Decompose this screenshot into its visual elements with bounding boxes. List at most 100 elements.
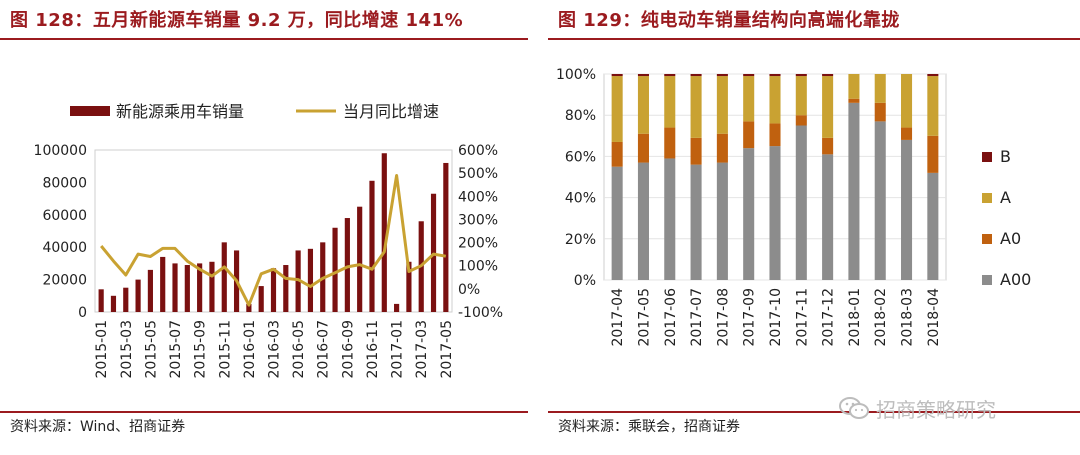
x-tick-label: 2016-07 xyxy=(316,320,332,379)
bar-sales xyxy=(394,303,400,312)
y-right-tick-label: -100% xyxy=(458,305,503,321)
bar-segment-a00 xyxy=(927,172,939,280)
legend-swatch-a xyxy=(982,193,992,203)
x-tick-label: 2017-04 xyxy=(610,288,626,347)
bar-segment-a xyxy=(795,76,807,116)
bar-segment-a xyxy=(901,74,913,128)
bar-segment-b xyxy=(743,74,755,77)
bar-sales xyxy=(123,287,129,312)
legend-swatch-a00 xyxy=(982,275,992,285)
bar-segment-a0 xyxy=(901,127,913,140)
figure-left: 图 128：五月新能源车销量 9.2 万，同比增速 141% 0 20000 400… xyxy=(0,0,528,455)
figure-left-title: 图 128：五月新能源车销量 9.2 万，同比增速 141% xyxy=(10,10,464,31)
figure-right-source: 资料来源：乘联会，招商证券 xyxy=(558,419,740,435)
bar-segment-a xyxy=(611,76,623,142)
figure-left-source: 资料来源：Wind、招商证券 xyxy=(10,419,186,435)
y-right-tick-label: 600% xyxy=(458,143,498,159)
y-right-tick-label: 0% xyxy=(458,282,480,298)
bar-segment-a0 xyxy=(611,141,623,167)
bar-sales xyxy=(406,261,412,312)
x-tick-label: 2015-03 xyxy=(119,320,135,379)
bar-segment-a00 xyxy=(848,102,860,280)
y-tick-label: 20% xyxy=(565,232,596,248)
bar-sales xyxy=(246,303,252,312)
bar-segment-a00 xyxy=(769,146,781,280)
bar-segment-b xyxy=(795,74,807,77)
bar-segment-b xyxy=(927,74,939,77)
bar-segment-a00 xyxy=(637,162,649,280)
bar-sales xyxy=(172,263,178,312)
chart-ev-structure: 0% 20% 40% 60% 80% 100% 2017-04 2017-05 2017-06 2… xyxy=(556,67,1031,347)
x-tick-label: 2016-11 xyxy=(365,320,381,379)
x-tick-label: 2017-06 xyxy=(663,288,679,347)
bar-segment-a0 xyxy=(664,127,676,159)
x-tick-label: 2016-03 xyxy=(267,320,283,379)
x-tick-label: 2015-07 xyxy=(168,320,184,379)
bar-segment-a xyxy=(637,76,649,134)
x-tick-label: 2018-02 xyxy=(873,288,889,347)
bar-sales xyxy=(98,289,104,312)
bar-segment-a00 xyxy=(901,139,913,280)
bar-segment-a xyxy=(822,76,834,138)
legend-swatch-b xyxy=(982,152,992,162)
x-tick-label: 2017-05 xyxy=(439,320,455,379)
y-right-tick-label: 400% xyxy=(458,189,498,205)
bar-segment-a xyxy=(690,76,702,138)
bar-segment-a00 xyxy=(611,166,623,280)
x-tick-label: 2015-05 xyxy=(143,320,159,379)
wechat-icon xyxy=(839,397,869,419)
y-right-tick-label: 200% xyxy=(458,236,498,252)
x-tick-label: 2018-01 xyxy=(847,288,863,347)
x-tick-label: 2017-12 xyxy=(821,288,837,347)
bar-sales xyxy=(283,265,289,312)
bar-sales xyxy=(209,261,215,312)
x-tick-label: 2017-09 xyxy=(742,288,758,347)
bar-segment-a xyxy=(927,76,939,136)
legend-label-sales: 新能源乘用车销量 xyxy=(116,102,244,121)
y-right-tick-label: 100% xyxy=(458,259,498,275)
y-left-tick-label: 80000 xyxy=(42,175,87,191)
bar-segment-a00 xyxy=(664,158,676,280)
bar-segment-a xyxy=(769,76,781,124)
bar-segment-a0 xyxy=(874,102,886,122)
bar-segment-b xyxy=(822,74,834,77)
watermark: 招商策略研究 xyxy=(838,394,996,422)
legend-label-b: B xyxy=(1000,147,1011,166)
legend-label-growth: 当月同比增速 xyxy=(343,102,439,121)
y-left-tick-label: 60000 xyxy=(42,208,87,224)
x-tick-label: 2015-01 xyxy=(94,320,110,379)
bar-sales xyxy=(357,206,363,312)
bar-segment-a00 xyxy=(743,148,755,280)
y-left-tick-label: 100000 xyxy=(34,143,87,159)
y-right-tick-label: 300% xyxy=(458,212,498,228)
bar-segment-b xyxy=(690,74,702,77)
bar-sales xyxy=(135,279,141,312)
bar-segment-b xyxy=(611,74,623,77)
x-tick-label: 2017-11 xyxy=(794,288,810,347)
watermark-text: 招商策略研究 xyxy=(876,397,996,422)
y-tick-label: 100% xyxy=(556,67,596,83)
y-tick-label: 40% xyxy=(565,191,596,207)
x-tick-label: 2015-09 xyxy=(193,320,209,379)
bar-segment-b xyxy=(769,74,781,77)
bar-segment-a xyxy=(664,76,676,128)
legend-label-a0: A0 xyxy=(1000,229,1021,248)
figure-right-top-rule xyxy=(548,38,1080,40)
bar-segment-a00 xyxy=(874,121,886,280)
bar-segment-b xyxy=(664,74,676,77)
bar-sales xyxy=(110,295,117,312)
line-yoy-growth xyxy=(100,174,447,307)
chart-new-energy-sales: 0 20000 40000 60000 80000 100000 -100% 0% 100% 20… xyxy=(34,102,504,379)
y-tick-label: 80% xyxy=(565,108,596,124)
bar-segment-a xyxy=(716,76,728,134)
bar-sales xyxy=(270,268,277,312)
bar-segment-a xyxy=(848,74,860,99)
bar-sales xyxy=(443,162,449,312)
x-tick-label: 2018-03 xyxy=(900,288,916,347)
y-tick-label: 60% xyxy=(565,149,596,165)
bar-segment-a00 xyxy=(716,162,728,280)
figure-right-bottom-rule xyxy=(548,411,1080,413)
figure-right: 图 129：纯电动车销量结构向高端化靠拢 0% 20% 40% 60% 80% 100% 2… xyxy=(548,0,1080,455)
figure-left-bottom-rule xyxy=(0,411,528,413)
bar-segment-a0 xyxy=(690,137,702,165)
